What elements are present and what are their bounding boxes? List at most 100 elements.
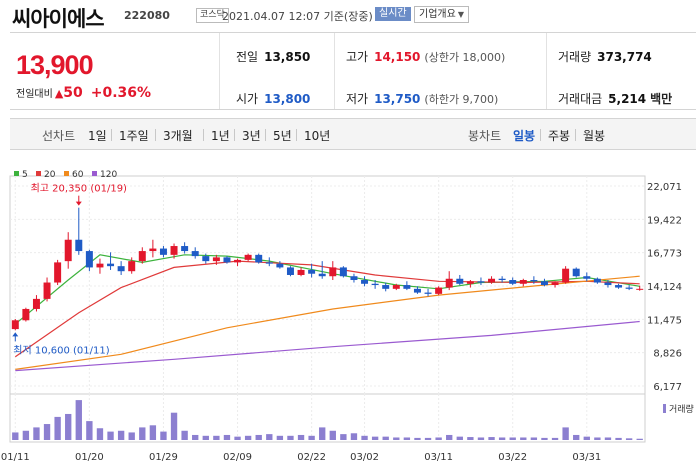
volume-bar: [266, 434, 273, 440]
amount-stat: 거래대금 5,214 백만: [558, 90, 672, 107]
volume-bar: [435, 437, 442, 440]
candle-body: [435, 287, 443, 294]
divider: [540, 129, 541, 141]
volume-bar: [128, 432, 135, 440]
candle-body: [445, 278, 453, 288]
x-tick-label: 01/29: [149, 452, 178, 463]
volume-bar: [139, 427, 146, 440]
volume-bar: [86, 421, 93, 440]
y-tick-label: 22,071: [647, 182, 682, 193]
candle-body: [75, 239, 83, 252]
candle-body: [223, 257, 231, 263]
period-1d[interactable]: 1일: [88, 129, 107, 143]
volume-bar: [181, 430, 188, 440]
candle-body: [54, 262, 62, 283]
candle-body: [159, 248, 167, 255]
volume-bar: [498, 437, 506, 440]
high-annotation: 최고 20,350 (01/19): [31, 183, 127, 195]
volume-bar: [414, 437, 421, 440]
volume-plot-frame: [9, 393, 646, 443]
x-tick-label: 02/22: [297, 452, 326, 463]
x-tick-label: 01/20: [75, 452, 104, 463]
candle-body: [308, 269, 316, 274]
candle-body: [181, 246, 189, 252]
x-tick-label: 03/31: [572, 452, 601, 463]
candle-body: [519, 280, 527, 284]
candle-body: [636, 288, 644, 290]
realtime-button[interactable]: 실시간: [375, 7, 411, 21]
volume-bar: [403, 437, 411, 440]
volume-bar: [33, 427, 40, 440]
volume-bar: [234, 436, 241, 440]
volume-bar: [562, 427, 569, 440]
volume-bar: [117, 430, 125, 440]
x-tick-label: 01/11: [1, 452, 30, 463]
period-5y[interactable]: 5년: [273, 129, 292, 143]
candle-body: [604, 282, 612, 286]
candle-body: [593, 278, 601, 283]
candle-body: [255, 254, 263, 263]
high-label: 고가: [346, 50, 369, 64]
candle-body: [85, 251, 93, 268]
volume-bar: [340, 434, 347, 440]
candle-daily[interactable]: 일봉: [513, 129, 536, 143]
candle-body: [392, 285, 400, 289]
volume-bar: [382, 436, 389, 440]
period-10y[interactable]: 10년: [304, 129, 331, 143]
candle-body: [413, 288, 421, 293]
volume-bar: [287, 435, 294, 440]
candle-body: [286, 267, 294, 275]
price-area: 13,900 전일대비 ▲50 +0.36%: [10, 33, 220, 109]
volume-bar: [223, 434, 231, 440]
candle-body: [572, 268, 580, 277]
period-3y[interactable]: 3년: [242, 129, 261, 143]
high-stat: 고가 14,150 (상한가 18,000): [346, 48, 505, 65]
x-tick-label: 03/11: [424, 452, 453, 463]
volume-bar: [477, 437, 485, 440]
candle-body: [128, 261, 136, 272]
volume-bar: [54, 416, 61, 440]
prev-close-stat: 전일 13,850: [236, 48, 310, 65]
market-badge: 코스닥: [196, 8, 229, 23]
price-chart-svg: 22,071 19,422 16,773 14,124 11,475 8,826 6,177…: [1, 170, 694, 463]
candle-body: [96, 263, 104, 268]
company-overview-dropdown[interactable]: 기업개요 ▼: [414, 6, 469, 23]
legend-label: 120: [100, 170, 117, 180]
volume-bar: [149, 425, 157, 440]
volume-bar: [12, 432, 19, 440]
volume-bar: [530, 437, 538, 440]
candle-body: [498, 278, 506, 281]
period-1y[interactable]: 1년: [211, 129, 230, 143]
candle-body: [107, 263, 115, 267]
x-tick-label: 03/22: [498, 452, 527, 463]
legend-swatch: [92, 171, 97, 176]
change-amount: 50: [63, 85, 83, 101]
price-chart[interactable]: 22,071 19,422 16,773 14,124 11,475 8,826 6,177…: [0, 166, 696, 465]
candle-body: [540, 281, 548, 286]
volume-bar: [297, 434, 305, 440]
y-tick-label: 16,773: [647, 249, 682, 260]
divider: [265, 129, 266, 141]
period-3m[interactable]: 3개월: [163, 129, 193, 143]
volume-bar: [202, 435, 209, 440]
volume-bar: [255, 434, 262, 440]
low-label: 저가: [346, 92, 369, 106]
candle-monthly[interactable]: 월봉: [583, 129, 606, 143]
candle-body: [583, 276, 591, 279]
volume-bar: [594, 437, 601, 440]
change-percent: +0.36%: [90, 85, 152, 101]
current-price: 13,900: [16, 50, 94, 80]
volume-bar: [551, 437, 559, 440]
low-annotation: 최저 10,600 (01/11): [13, 344, 109, 356]
candle-body: [22, 308, 30, 321]
volume-bar: [160, 431, 167, 440]
volume-bar: [615, 437, 622, 440]
change-label: 전일대비: [16, 89, 53, 100]
period-1w[interactable]: 1주일: [119, 129, 149, 143]
amount-value: 5,214: [608, 92, 647, 106]
candle-body: [424, 292, 432, 294]
change-row: 전일대비 ▲50 +0.36%: [16, 85, 151, 101]
legend-swatch: [14, 171, 19, 176]
lower-limit: (하한가 9,700): [424, 93, 499, 106]
candle-weekly[interactable]: 주봉: [548, 129, 571, 143]
